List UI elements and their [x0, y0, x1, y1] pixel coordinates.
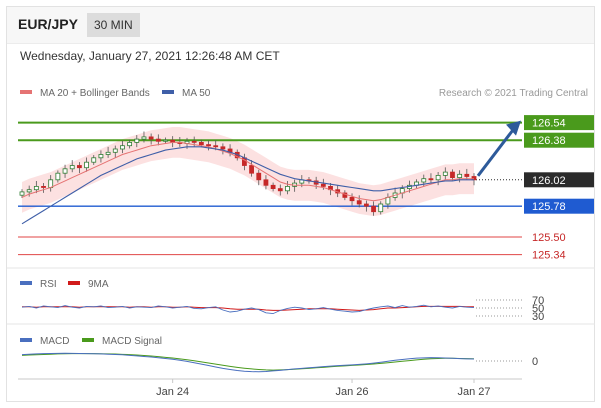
candle-body	[421, 178, 427, 183]
support-level-tag	[524, 198, 594, 214]
candle-body	[148, 136, 154, 140]
ma20-legend-swatch	[20, 90, 32, 94]
candle-body	[428, 178, 434, 181]
rsi-line	[21, 304, 475, 315]
rsi-ma9-legend-label: 9MA	[88, 279, 109, 290]
bollinger-band-area	[22, 127, 474, 217]
rsi-legend-label: RSI	[40, 279, 57, 290]
price-panel: 126.54 126.38 126.02 125.78 125.50 125.34	[18, 115, 594, 262]
candle-body	[155, 138, 161, 142]
candle-body	[356, 200, 362, 205]
rsi-ma9-legend-swatch	[68, 281, 80, 285]
candle-body	[213, 145, 219, 148]
forecast-arrow-line	[476, 127, 516, 177]
candle-body	[62, 168, 68, 174]
candle-body	[33, 185, 39, 191]
ma50-legend-swatch	[162, 90, 174, 94]
candle-body	[105, 151, 111, 155]
rsi-legend-swatch	[20, 281, 32, 285]
x-axis: Jan 24 Jan 26 Jan 27	[156, 379, 491, 398]
main-legend: MA 20 + Bollinger Bands MA 50 Research ©…	[20, 88, 588, 99]
candle-body	[163, 139, 168, 142]
candle-body	[285, 185, 290, 192]
candle-body	[84, 161, 89, 169]
candle-body	[385, 196, 391, 205]
candle-body	[363, 203, 369, 207]
macd-signal-line	[21, 353, 475, 371]
macd-legend: MACD MACD Signal	[20, 336, 162, 347]
forecast-arrow-head	[506, 120, 521, 136]
macd-line	[21, 352, 475, 373]
candle-body	[127, 141, 133, 147]
candle-body	[98, 154, 104, 159]
x-tick-label: Jan 26	[336, 386, 369, 398]
chart-header: EUR/JPY 30 MIN	[7, 7, 594, 44]
candle-body	[263, 179, 269, 186]
resistance-level-tag	[524, 115, 594, 131]
ma20-line	[21, 141, 474, 202]
ma50-legend-label: MA 50	[182, 88, 211, 99]
candle-body	[206, 144, 211, 147]
candle-body	[134, 138, 140, 143]
target-level-label: 125.34	[532, 250, 566, 262]
candle-body	[220, 146, 226, 150]
candle-body	[349, 196, 355, 202]
resistance-level-tag	[524, 132, 594, 148]
rsi-tick-label: 30	[532, 311, 544, 323]
chart-datetime: Wednesday, January 27, 2021 12:26:48 AM …	[20, 49, 280, 63]
currency-pair-title: EUR/JPY	[18, 16, 78, 32]
candle-body	[41, 185, 46, 188]
timeframe-button[interactable]: 30 MIN	[87, 13, 140, 37]
candle-body	[55, 172, 61, 181]
candle-body	[26, 189, 32, 193]
ma20-legend-label: MA 20 + Bollinger Bands	[40, 88, 150, 99]
rsi-tick-label: 70	[532, 295, 544, 307]
candle-body	[249, 165, 254, 174]
candle-body	[270, 184, 276, 190]
rsi-legend: RSI 9MA	[20, 279, 109, 290]
target-level-label: 125.50	[532, 232, 566, 244]
macd-panel: 0	[21, 352, 538, 373]
candle-body	[371, 205, 376, 213]
macd-tick-label: 0	[532, 356, 538, 368]
macd-signal-legend-label: MACD Signal	[102, 336, 162, 347]
candle-body	[320, 183, 326, 187]
rsi-tick-label: 50	[532, 303, 544, 315]
candle-body	[435, 174, 441, 181]
current-level-tag	[524, 172, 594, 188]
candle-body	[76, 165, 82, 169]
ma50-line	[21, 146, 474, 225]
candle-body	[464, 173, 470, 177]
macd-legend-swatch	[20, 338, 32, 342]
candle-body	[450, 171, 455, 179]
resistance-level-label: 126.54	[532, 118, 566, 130]
candle-body	[442, 171, 448, 176]
candle-body	[120, 145, 125, 150]
candle-body	[112, 148, 118, 153]
candle-body	[378, 203, 384, 213]
candle-body	[141, 136, 147, 140]
credit-text: Research © 2021 Trading Central	[439, 88, 588, 99]
x-tick-label: Jan 24	[156, 386, 189, 398]
macd-signal-legend-swatch	[82, 338, 94, 342]
chart-widget: EUR/JPY 30 MIN Wednesday, January 27, 20…	[6, 6, 595, 402]
candle-body	[19, 191, 25, 196]
x-tick-label: Jan 27	[457, 386, 490, 398]
candle-body	[69, 165, 75, 170]
macd-legend-label: MACD	[40, 336, 69, 347]
candle-body	[256, 172, 262, 181]
current-level-label: 126.02	[532, 175, 566, 187]
candle-body	[191, 140, 197, 143]
candle-body	[457, 173, 463, 179]
candle-body	[277, 188, 283, 192]
candle-body	[198, 141, 204, 145]
candle-body	[91, 157, 97, 163]
support-level-label: 125.78	[532, 201, 566, 213]
resistance-level-label: 126.38	[532, 135, 566, 147]
